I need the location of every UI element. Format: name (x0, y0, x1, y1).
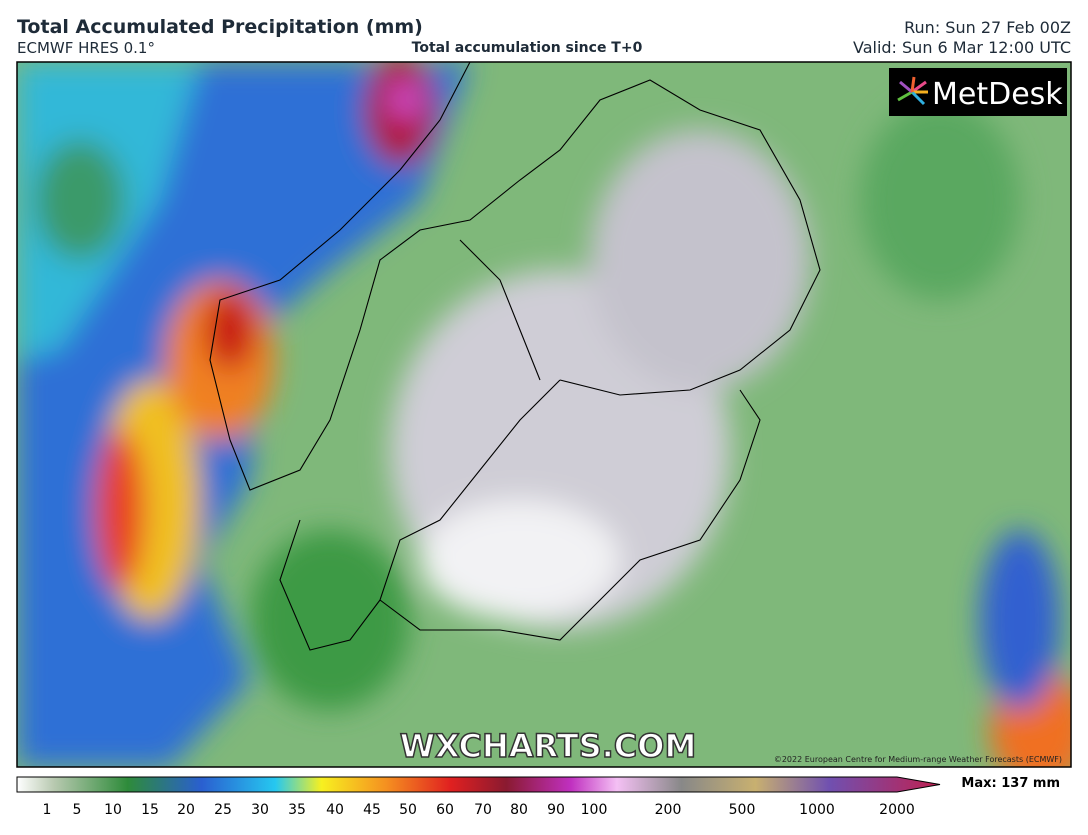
logo-text: MetDesk (932, 77, 1063, 112)
colorbar-label: 25 (214, 802, 232, 818)
colorbar-label: 60 (436, 802, 454, 818)
subtitle: Total accumulation since T+0 (412, 40, 643, 56)
colorbar-label: 1 (43, 802, 52, 818)
colorbar-labels: 1 5 10 15 20 25 30 35 40 45 50 60 70 80 90 100 200 500 100… (43, 802, 915, 818)
colorbar-label: 45 (363, 802, 381, 818)
colorbar-label: 35 (288, 802, 306, 818)
colorbar-label: 5 (73, 802, 82, 818)
colorbar-label: 1000 (799, 802, 835, 818)
map: MetDesk WXCHARTS.COM ©2022 European Cent… (17, 62, 1071, 767)
colorbar-label: 2000 (879, 802, 915, 818)
colorbar-label: 50 (399, 802, 417, 818)
max-label: Max: 137 mm (961, 776, 1060, 791)
logo-icon (897, 76, 928, 106)
run-time: Run: Sun 27 Feb 00Z (904, 18, 1071, 37)
map-frame (16, 61, 1072, 768)
colorbar-label: 90 (547, 802, 565, 818)
colorbar-label: 200 (655, 802, 682, 818)
colorbar-label: 40 (326, 802, 344, 818)
colorbar-label: 100 (581, 802, 608, 818)
credit: ©2022 European Centre for Medium-range W… (774, 755, 1062, 764)
colorbar-label: 10 (104, 802, 122, 818)
colorbar-label: 30 (251, 802, 269, 818)
colorbar-label: 80 (510, 802, 528, 818)
model: ECMWF HRES 0.1° (17, 39, 155, 57)
colorbar-label: 15 (141, 802, 159, 818)
colorbar-label: 20 (177, 802, 195, 818)
colorbar-label: 500 (729, 802, 756, 818)
title: Total Accumulated Precipitation (mm) (17, 16, 423, 38)
valid-time: Valid: Sun 6 Mar 12:00 UTC (853, 38, 1071, 57)
watermark: WXCHARTS.COM (400, 727, 697, 765)
colorbar (16, 776, 941, 793)
colorbar-label: 70 (474, 802, 492, 818)
